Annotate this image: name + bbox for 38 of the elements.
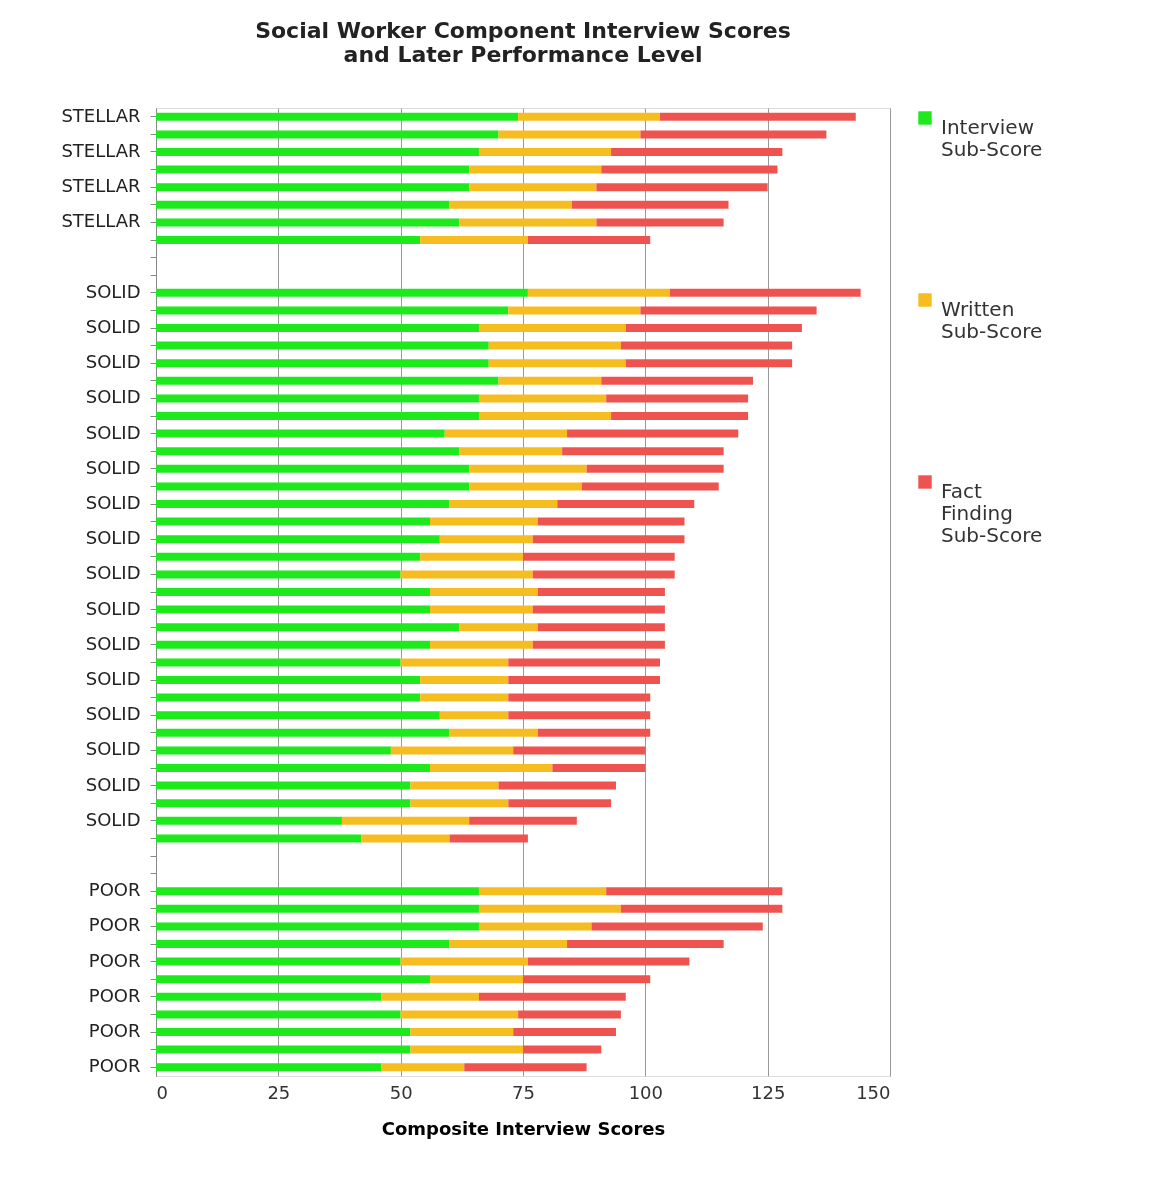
- legend-label: Written Sub-Score: [941, 297, 1043, 343]
- x-tick-label: 50: [389, 1081, 413, 1103]
- y-tick-label: STELLAR: [61, 175, 141, 197]
- y-tick-label: SOLID: [85, 597, 141, 619]
- legend-label: Interview Sub-Score: [941, 115, 1043, 161]
- y-tick-label: POOR: [88, 949, 141, 971]
- x-tick-label: 75: [512, 1081, 535, 1103]
- y-tick-label: SOLID: [85, 773, 141, 795]
- x-tick-label: 100: [628, 1081, 664, 1103]
- y-tick-label: SOLID: [85, 492, 141, 513]
- y-tick-label: POOR: [88, 1055, 141, 1077]
- x-tick-label: 150: [856, 1081, 891, 1103]
- x-tick-label: 0: [156, 1081, 168, 1103]
- y-tick-label: POOR: [88, 1020, 141, 1041]
- legend-label: Fact Finding Sub-Score: [941, 479, 1043, 547]
- y-tick-label: SOLID: [85, 386, 141, 408]
- y-tick-label: POOR: [88, 984, 141, 1006]
- x-tick-label: 25: [267, 1081, 291, 1103]
- y-tick-label: SOLID: [85, 703, 141, 725]
- y-tick-label: SOLID: [85, 351, 141, 373]
- y-tick-label: SOLID: [85, 456, 141, 478]
- y-tick-label: POOR: [88, 879, 141, 901]
- y-tick-label: SOLID: [85, 632, 141, 654]
- y-tick-label: SOLID: [85, 668, 141, 689]
- y-tick-label: STELLAR: [61, 210, 141, 232]
- y-tick-label: SOLID: [85, 808, 141, 830]
- y-tick-label: STELLAR: [61, 140, 141, 161]
- y-tick-label: SOLID: [85, 421, 141, 443]
- y-tick-label: SOLID: [85, 738, 141, 760]
- y-tick-label: SOLID: [85, 527, 141, 549]
- y-tick-label: POOR: [88, 914, 141, 936]
- y-tick-label: SOLID: [85, 562, 141, 584]
- x-tick-label: 125: [750, 1081, 786, 1103]
- x-axis-title: Composite Interview Scores: [381, 1117, 666, 1139]
- chart-title: Social Worker Component Interview Scores and Later Performance Level: [255, 18, 791, 68]
- y-tick-label: SOLID: [85, 316, 141, 337]
- y-tick-label: STELLAR: [61, 104, 141, 126]
- y-tick-label: SOLID: [85, 280, 141, 302]
